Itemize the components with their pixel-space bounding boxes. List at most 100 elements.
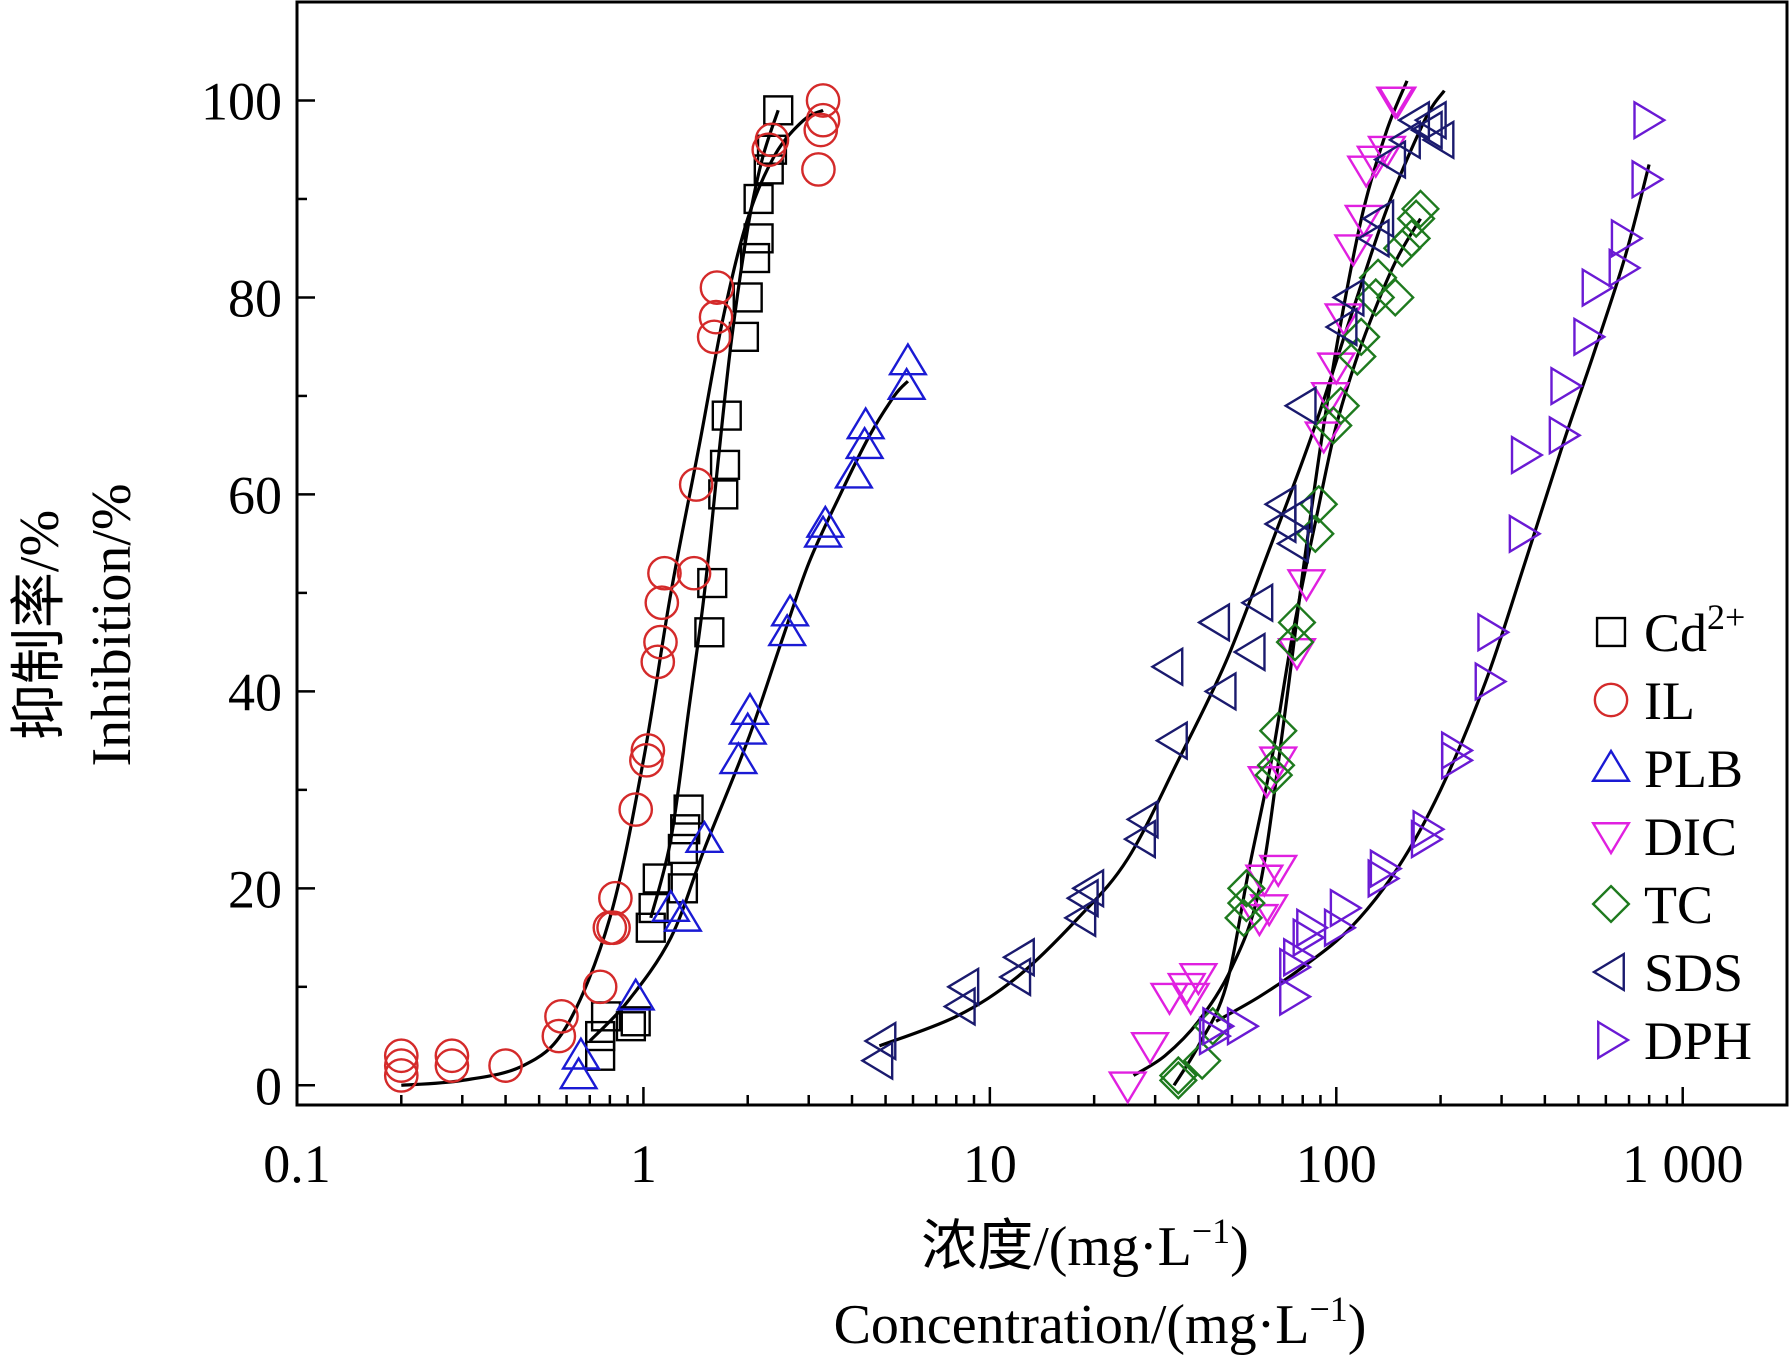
dic-point bbox=[1149, 982, 1190, 1017]
dph-point bbox=[1283, 937, 1317, 978]
dph-point bbox=[1548, 415, 1582, 456]
dph-point bbox=[1631, 159, 1665, 200]
sds-point bbox=[1279, 494, 1313, 535]
dic-point bbox=[1343, 204, 1384, 238]
il-point bbox=[643, 624, 678, 660]
y-tick-label: 0 bbox=[255, 1056, 282, 1116]
legend-marker-tc bbox=[1591, 884, 1631, 924]
legend-item-cd: Cd2+ bbox=[1595, 597, 1745, 663]
y-axis-title-en: Inhibition/% bbox=[81, 483, 143, 766]
y-axis-title-zh: 抑制率/% bbox=[9, 510, 71, 740]
tc-point bbox=[1337, 336, 1377, 377]
sds-point bbox=[1065, 878, 1099, 919]
il-point bbox=[676, 555, 712, 591]
dph-point bbox=[1633, 100, 1667, 141]
plb-point bbox=[833, 455, 874, 489]
il-point bbox=[618, 792, 654, 827]
sds-point bbox=[1063, 897, 1097, 938]
legend-item-sds: SDS bbox=[1591, 943, 1743, 1003]
tc-point bbox=[1256, 745, 1296, 785]
dph-point bbox=[1329, 888, 1363, 929]
dph-point bbox=[1369, 848, 1403, 889]
sds-point bbox=[1240, 582, 1274, 623]
dph-point bbox=[1296, 907, 1330, 948]
dic-point bbox=[1178, 963, 1219, 997]
dph-point bbox=[1440, 730, 1475, 771]
dic-point bbox=[1346, 155, 1387, 189]
x-axis-title-en: Concentration/(mg·L−1) bbox=[834, 1289, 1367, 1356]
plb-point bbox=[729, 691, 770, 726]
x-tick-label: 100 bbox=[1296, 1134, 1377, 1194]
x-tick-label: 1 bbox=[630, 1134, 657, 1194]
tc-point bbox=[1158, 1055, 1198, 1096]
dph-point bbox=[1477, 612, 1511, 653]
y-tick-label: 60 bbox=[228, 465, 282, 525]
plb-point bbox=[886, 366, 927, 401]
il-point bbox=[754, 122, 790, 158]
sds-point bbox=[1071, 868, 1105, 909]
dph-point bbox=[1202, 1006, 1236, 1047]
tc-point bbox=[1341, 317, 1381, 357]
tc-point bbox=[1321, 386, 1361, 426]
cd-point bbox=[743, 223, 774, 254]
cd-point bbox=[711, 400, 742, 431]
legend-marker-plb bbox=[1591, 748, 1631, 782]
plb-point bbox=[845, 406, 886, 440]
cd-point bbox=[732, 282, 763, 313]
sds-point bbox=[1122, 819, 1157, 860]
fit-curves bbox=[401, 80, 1651, 1087]
sds-point bbox=[946, 966, 980, 1007]
il-fit-curve bbox=[401, 108, 824, 1087]
sds-point bbox=[860, 1040, 894, 1081]
series-il bbox=[383, 83, 841, 1093]
x-tick-label: 0.1 bbox=[263, 1134, 331, 1194]
x-tick-label: 10 bbox=[963, 1134, 1017, 1194]
il-point bbox=[383, 1048, 419, 1083]
cd-point bbox=[697, 567, 728, 599]
legend-marker-dph bbox=[1597, 1020, 1631, 1060]
il-point bbox=[630, 733, 666, 768]
cd-point bbox=[585, 1020, 616, 1052]
dph-point bbox=[1226, 1006, 1261, 1047]
series-tc bbox=[1158, 189, 1441, 1100]
legend-marker-il bbox=[1593, 682, 1629, 718]
legend-item-dic: DIC bbox=[1591, 807, 1737, 867]
tc-point bbox=[1392, 218, 1432, 258]
dph-point bbox=[1610, 218, 1645, 259]
dic-point bbox=[1130, 1031, 1171, 1066]
cd-point bbox=[642, 863, 673, 894]
legend-label-dph: DPH bbox=[1644, 1011, 1752, 1071]
legend-label-tc: TC bbox=[1644, 875, 1713, 935]
il-point bbox=[596, 910, 631, 946]
il-point bbox=[541, 1018, 577, 1054]
il-point bbox=[488, 1048, 523, 1083]
tc-point bbox=[1400, 189, 1441, 229]
plb-point bbox=[615, 977, 656, 1011]
legend-item-il: IL bbox=[1593, 671, 1695, 731]
cd-point bbox=[667, 833, 699, 865]
sds-point bbox=[1263, 484, 1297, 525]
dic-point bbox=[1170, 982, 1211, 1017]
il-point bbox=[598, 880, 633, 916]
il-point bbox=[434, 1038, 470, 1074]
il-point bbox=[647, 555, 682, 591]
dph-point bbox=[1279, 976, 1313, 1017]
x-axis: 0.1 1 10 100 1 000 bbox=[263, 1087, 1789, 1194]
dph-point bbox=[1508, 513, 1542, 554]
il-point bbox=[383, 1038, 419, 1074]
y-axis: 0 20 40 60 80 100 bbox=[201, 71, 315, 1116]
y-tick-label: 40 bbox=[228, 662, 282, 722]
plb-fit-curve bbox=[588, 380, 910, 1043]
cd-point bbox=[615, 1011, 647, 1042]
series-dph bbox=[1198, 100, 1667, 1057]
dic-point bbox=[1316, 352, 1357, 386]
sds-point bbox=[1331, 277, 1365, 318]
plb-point bbox=[803, 514, 844, 548]
dph-point bbox=[1367, 858, 1401, 899]
y-tick-label: 20 bbox=[228, 859, 282, 919]
sds-point bbox=[1196, 602, 1231, 643]
dph-point bbox=[1198, 1016, 1233, 1057]
tc-point bbox=[1226, 883, 1266, 923]
il-point bbox=[801, 152, 836, 187]
